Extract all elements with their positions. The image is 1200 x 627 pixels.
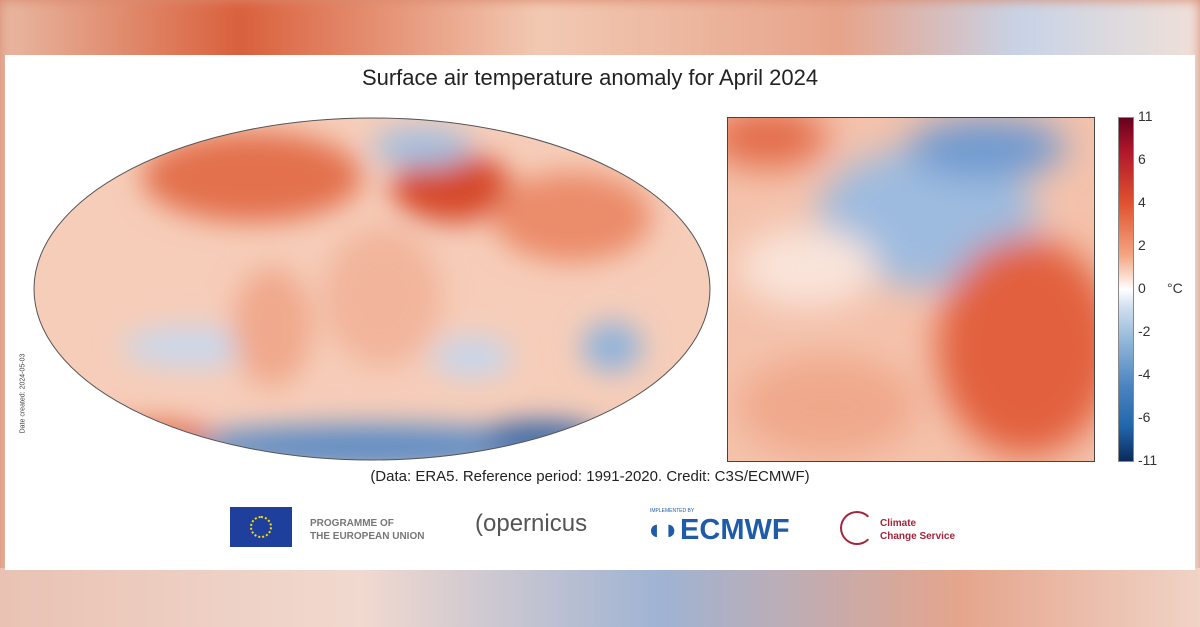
data-credit: (Data: ERA5. Reference period: 1991-2020… [370,468,810,485]
figure-title: Surface air temperature anomaly for Apri… [361,65,819,90]
c3s-line1: Climate [880,518,917,529]
copernicus-logo: (opernicus [475,510,588,537]
date-created: Date created: 2024-05-03 [19,353,27,434]
figure-card: Surface air temperature anomaly for Apri… [5,55,1195,570]
colorbar-tick: 0 [1138,280,1146,296]
colorbar-tick: 6 [1138,151,1146,167]
colorbar-tick: -2 [1138,323,1151,339]
ecmwf-logo: ◖◗ECMWF [645,514,790,546]
eu-line1: PROGRAMME OF [310,518,394,529]
c3s-line2: Change Service [880,531,956,542]
colorbar-tick: -6 [1138,409,1151,425]
europe-anomaly-map [727,117,1095,462]
c3s-logo-text: Climate Change Service [880,517,955,543]
copernicus-text: opernicus [483,510,588,537]
colorbar-tick: 2 [1138,237,1146,253]
blurred-background-bottom [0,568,1200,627]
c3s-logo-icon [840,511,874,545]
ecmwf-small-text: IMPLEMENTED BY [650,508,695,514]
colorbar-tick: -11 [1138,452,1158,468]
colorbar-tick: -4 [1138,366,1151,382]
colorbar-tick: 11 [1138,108,1153,124]
colorbar-tick: 4 [1138,194,1146,210]
world-anomaly-map [33,117,711,461]
colorbar [1118,117,1134,462]
eu-line2: THE EUROPEAN UNION [310,531,425,542]
colorbar-unit: °C [1167,280,1183,296]
ecmwf-text: ECMWF [680,514,790,546]
eu-programme-text: PROGRAMME OF THE EUROPEAN UNION [310,517,424,543]
eu-flag-logo [230,507,292,547]
